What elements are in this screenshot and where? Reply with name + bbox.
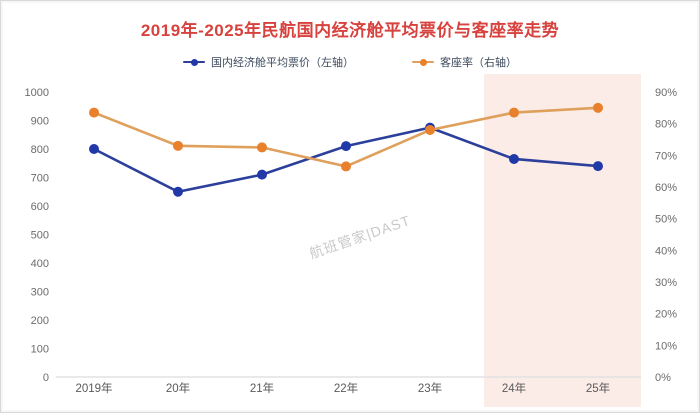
right-axis-tick: 80% [655, 119, 677, 131]
data-point-left [257, 169, 267, 180]
left-axis-tick: 800 [31, 144, 49, 156]
left-axis-tick: 600 [31, 201, 49, 213]
x-axis-label: 2019年 [75, 381, 112, 395]
left-axis-tick: 500 [31, 230, 49, 242]
data-point-left [89, 144, 99, 154]
legend-item-load-factor[interactable]: 客座率（右轴） [412, 54, 517, 70]
right-axis-tick: 90% [655, 87, 677, 99]
right-axis-tick: 40% [655, 245, 677, 257]
data-point-left [341, 141, 351, 152]
left-axis-tick: 700 [31, 173, 49, 185]
data-point-right [593, 102, 603, 113]
x-axis-label: 20年 [166, 381, 190, 395]
x-axis-label: 21年 [250, 381, 274, 395]
left-axis-tick: 0 [43, 372, 49, 384]
right-axis-tick: 30% [655, 277, 677, 289]
right-axis-tick: 20% [655, 309, 677, 321]
data-point-right [425, 125, 435, 135]
legend-item-avg-ticket-price[interactable]: 国内经济舱平均票价（左轴） [183, 54, 354, 70]
left-axis-tick: 200 [31, 315, 49, 327]
legend-item-label: 国内经济舱平均票价（左轴） [211, 57, 354, 69]
x-axis-label: 23年 [418, 381, 442, 395]
legend-line-dot-icon [183, 58, 205, 66]
x-axis-label: 24年 [502, 381, 526, 395]
data-point-left [173, 186, 183, 197]
right-axis-tick: 0% [655, 372, 671, 384]
forecast-region [484, 74, 641, 407]
legend: 国内经济舱平均票价（左轴） 客座率（右轴） [1, 54, 699, 70]
right-axis-tick: 60% [655, 182, 677, 194]
data-point-right [173, 140, 183, 151]
right-axis-tick: 50% [655, 214, 677, 226]
data-point-left [509, 153, 519, 164]
data-point-right [509, 107, 519, 118]
data-point-right [341, 161, 351, 172]
data-point-right [89, 107, 99, 118]
legend-line-dot-icon [412, 58, 434, 66]
x-axis-label: 22年 [334, 381, 358, 395]
left-axis-tick: 300 [31, 287, 49, 299]
left-axis-tick: 100 [31, 344, 49, 356]
x-axis-label: 25年 [586, 381, 610, 395]
data-point-left [593, 161, 603, 172]
data-point-right [257, 142, 267, 153]
left-axis-tick: 400 [31, 258, 49, 270]
legend-item-label: 客座率（右轴） [440, 57, 517, 69]
left-axis-tick: 900 [31, 116, 49, 128]
left-axis-tick: 1000 [25, 87, 49, 99]
right-axis-tick: 10% [655, 340, 677, 352]
right-axis-tick: 70% [655, 150, 677, 162]
chart-title: 2019年-2025年民航国内经济舱平均票价与客座率走势 [140, 21, 560, 40]
